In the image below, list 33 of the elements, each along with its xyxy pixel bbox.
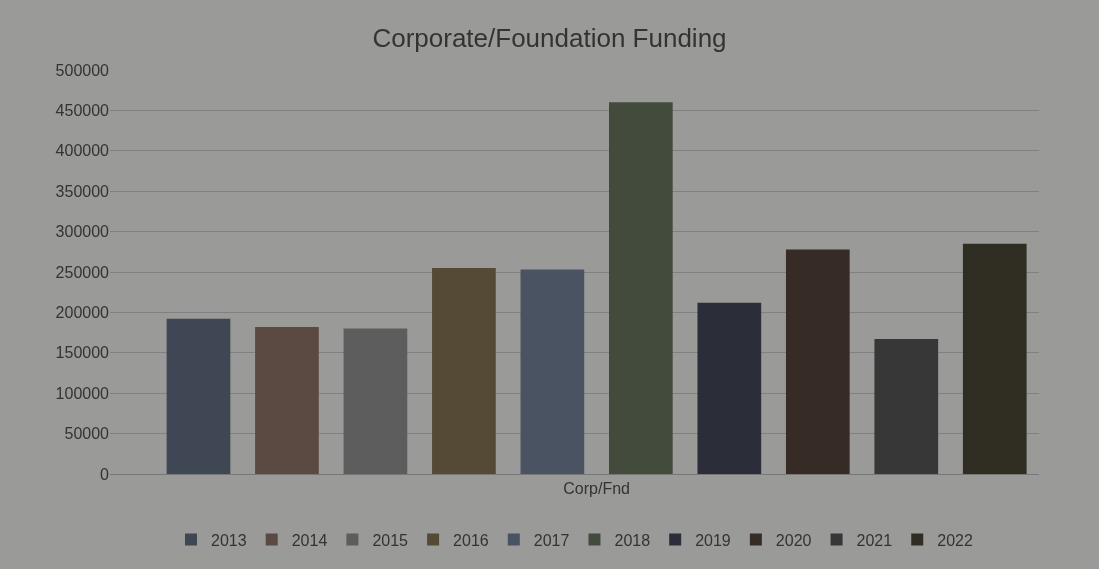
bar: [697, 302, 762, 474]
legend-label: 2017: [533, 531, 570, 549]
bar: [166, 318, 231, 474]
legend-label: 2015: [372, 531, 409, 549]
y-tick-label: 50000: [64, 425, 110, 443]
x-tick-label: Corp/Fnd: [563, 480, 630, 498]
bar: [609, 102, 673, 474]
y-tick-label: 150000: [55, 344, 110, 362]
legend-label: 2019: [695, 531, 731, 549]
y-tick-label: 350000: [55, 182, 110, 200]
legend-label: 2016: [453, 531, 489, 549]
bar: [343, 328, 408, 474]
y-tick-label: 500000: [55, 61, 110, 79]
y-tick-label: 0: [100, 465, 110, 483]
y-tick-label: 300000: [55, 223, 110, 241]
legend-label: 2014: [291, 531, 328, 549]
legend-label: 2013: [211, 531, 247, 549]
legend-label: 2020: [775, 531, 812, 549]
legend-label: 2021: [856, 531, 893, 549]
y-tick-label: 400000: [55, 142, 110, 160]
bar: [785, 249, 850, 474]
bar: [520, 269, 585, 474]
chart-title: Corporate/Foundation Funding: [372, 22, 727, 53]
y-tick-label: 100000: [55, 384, 110, 402]
legend-label: 2018: [614, 531, 651, 549]
bar: [432, 267, 496, 474]
y-tick-label: 200000: [55, 304, 110, 321]
y-tick-label: 450000: [55, 102, 110, 119]
y-tick-label: 250000: [55, 263, 110, 281]
legend-label: 2022: [937, 531, 973, 549]
bar: [255, 326, 319, 474]
bar: [962, 243, 1027, 474]
bar: [874, 339, 939, 474]
